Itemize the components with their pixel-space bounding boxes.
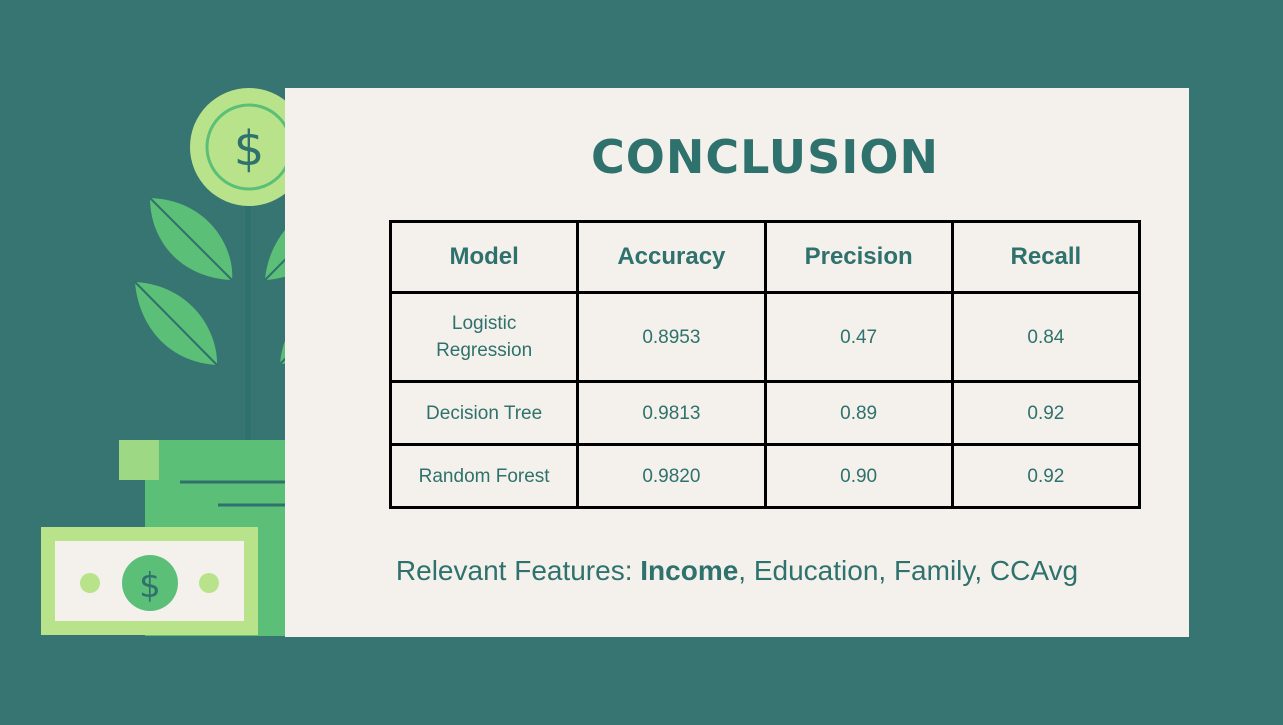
cell-precision: 0.89 [763, 380, 954, 446]
title-container: CONCLUSION [590, 130, 940, 184]
header-recall: Recall [950, 220, 1142, 294]
table-row: Decision Tree 0.9813 0.89 0.92 [388, 380, 1142, 446]
header-model: Model [388, 220, 580, 294]
cell-precision: 0.47 [763, 291, 954, 383]
features-highlight: Income [640, 555, 739, 586]
cell-accuracy: 0.9820 [576, 443, 767, 509]
leaf-icon [134, 281, 218, 366]
model-name: Logistic Regression [436, 313, 533, 361]
table-header-row: Model Accuracy Precision Recall [388, 220, 1142, 294]
relevant-features-text: Relevant Features: Income, Education, Fa… [285, 555, 1189, 587]
header-accuracy: Accuracy [576, 220, 767, 294]
table-row: Logistic Regression 0.8953 0.47 0.84 [388, 291, 1142, 383]
cell-precision: 0.90 [763, 443, 954, 509]
results-table: Model Accuracy Precision Recall Logistic… [388, 220, 1142, 509]
cell-recall: 0.84 [950, 291, 1142, 383]
cell-recall: 0.92 [950, 443, 1142, 509]
cell-model: Random Forest [388, 443, 580, 509]
bill-symbol: $ [139, 566, 161, 606]
cell-accuracy: 0.9813 [576, 380, 767, 446]
cell-model: Logistic Regression [388, 291, 580, 383]
cell-model: Decision Tree [388, 380, 580, 446]
features-rest: , Education, Family, CCAvg [738, 555, 1079, 586]
slide-title: CONCLUSION [591, 130, 939, 184]
features-prefix: Relevant Features: [395, 555, 641, 586]
cell-accuracy: 0.8953 [576, 291, 767, 383]
leaf-icon [149, 197, 233, 281]
cell-recall: 0.92 [950, 380, 1142, 446]
banknote-icon: $ [41, 527, 258, 635]
coin-symbol: $ [234, 121, 265, 177]
header-precision: Precision [763, 220, 954, 294]
table-row: Random Forest 0.9820 0.90 0.92 [388, 443, 1142, 509]
